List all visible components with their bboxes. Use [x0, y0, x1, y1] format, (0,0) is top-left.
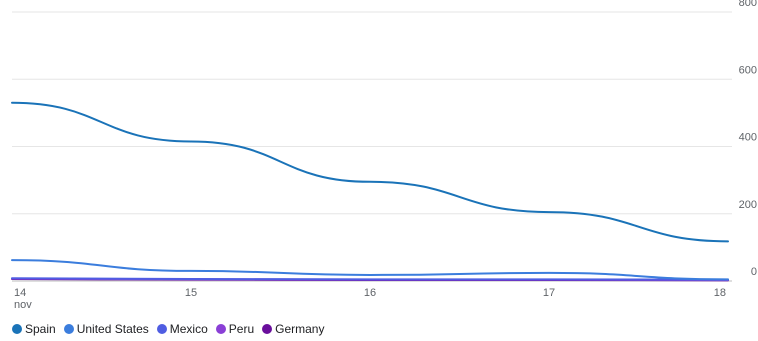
y-tick-label: 800 [739, 0, 757, 9]
line-chart: 0 200 400 600 800 14 15 16 17 18 nov [11, 0, 757, 311]
series-line-mexico [11, 277, 729, 281]
y-tick-label: 200 [739, 199, 757, 211]
series-line-united-states [11, 259, 729, 281]
x-axis-ticks: 14 15 16 17 18 nov [14, 287, 726, 311]
y-tick-label: 600 [739, 64, 757, 76]
y-axis-ticks: 0 200 400 600 800 [739, 0, 757, 278]
legend-label: United States [76, 322, 149, 336]
x-tick-sublabel: nov [14, 299, 32, 311]
x-tick-label: 15 [185, 287, 197, 299]
legend-item-united-states[interactable]: United States [63, 322, 149, 336]
series-line-spain [11, 101, 729, 243]
legend-label: Germany [275, 322, 325, 336]
legend-label: Mexico [169, 322, 208, 336]
legend-swatch [262, 324, 273, 334]
x-tick-label: 17 [543, 287, 555, 299]
legend-item-mexico[interactable]: Mexico [156, 322, 208, 336]
legend-label: Spain [25, 322, 56, 336]
legend-swatch [63, 324, 74, 334]
legend-swatch [12, 324, 22, 334]
legend-item-germany[interactable]: Germany [262, 322, 324, 336]
legend-item-spain[interactable]: Spain [12, 322, 56, 336]
legend-swatch [215, 324, 226, 334]
chart-legend: Spain United States Mexico Peru Germany [12, 322, 324, 336]
legend-item-peru[interactable]: Peru [215, 322, 255, 336]
legend-label: Peru [228, 322, 255, 336]
y-tick-label: 400 [739, 132, 757, 144]
y-tick-label: 0 [751, 266, 757, 278]
x-tick-label: 16 [364, 287, 376, 299]
legend-swatch [156, 324, 167, 334]
x-tick-label: 18 [714, 287, 726, 299]
x-tick-label: 14 [14, 287, 26, 299]
series-lines [11, 101, 729, 282]
grid-lines [12, 11, 732, 282]
